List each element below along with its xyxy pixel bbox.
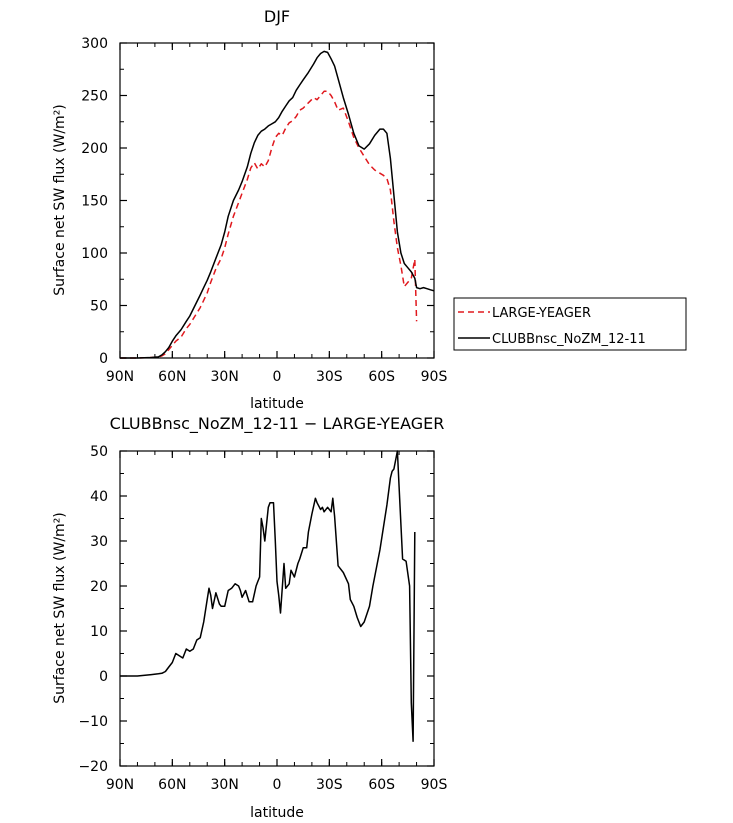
top-plot-frame <box>119 42 435 359</box>
y-tick-label: 0 <box>99 669 108 685</box>
top-ticks: 90N 60N 30N 0 30S 60S 90S 0 50 100 150 200 250 300 <box>81 36 447 385</box>
top-chart-title: DJF <box>264 7 290 26</box>
y-tick-label: −10 <box>78 714 108 730</box>
y-tick-label: 10 <box>90 624 108 640</box>
legend: LARGE-YEAGER CLUBBnsc_NoZM_12-11 <box>453 297 687 351</box>
x-tick-label: 30S <box>316 369 343 385</box>
y-tick-label: 0 <box>99 351 108 367</box>
bottom-series-layer <box>120 450 416 743</box>
top-series-layer <box>120 50 435 359</box>
x-tick-label: 60S <box>368 777 395 793</box>
bottom-panel: CLUBBnsc_NoZM_12-11 − LARGE-YEAGER 90N 60… <box>52 414 447 821</box>
series-line-1-0 <box>120 450 416 743</box>
legend-label-large-yeager: LARGE-YEAGER <box>492 306 591 321</box>
x-tick-label: 60S <box>368 369 395 385</box>
x-tick-label: 90N <box>106 369 134 385</box>
y-tick-label: 250 <box>81 89 108 105</box>
x-tick-label: 30S <box>316 777 343 793</box>
x-tick-label: 60N <box>158 777 186 793</box>
x-tick-label: 30N <box>211 777 239 793</box>
x-tick-label: 90N <box>106 777 134 793</box>
top-x-axis-label: latitude <box>250 396 304 412</box>
bottom-plot-frame <box>119 450 435 767</box>
y-tick-label: 20 <box>90 579 108 595</box>
legend-label-clubb: CLUBBnsc_NoZM_12-11 <box>492 332 646 347</box>
y-tick-label: 50 <box>90 299 108 315</box>
bottom-chart-title: CLUBBnsc_NoZM_12-11 − LARGE-YEAGER <box>110 414 445 434</box>
x-tick-label: 30N <box>211 369 239 385</box>
top-panel: DJF 90N 60N 30N 0 30S 60S 90S 0 50 100 150 200 250 30… <box>52 7 447 412</box>
y-tick-label: 100 <box>81 246 108 262</box>
y-tick-label: −20 <box>78 759 108 775</box>
top-y-axis-label: Surface net SW flux (W/m²) <box>52 104 68 296</box>
bottom-ticks: 90N 60N 30N 0 30S 60S 90S −20 −10 0 10 20 30 40 50 <box>78 444 447 793</box>
bottom-y-axis-label: Surface net SW flux (W/m²) <box>52 512 68 704</box>
x-tick-label: 60N <box>158 369 186 385</box>
series-line-0-0 <box>120 90 418 359</box>
x-tick-label: 0 <box>273 369 282 385</box>
y-tick-label: 50 <box>90 444 108 460</box>
y-tick-label: 40 <box>90 489 108 505</box>
y-tick-label: 200 <box>81 141 108 157</box>
y-tick-label: 150 <box>81 194 108 210</box>
y-tick-label: 30 <box>90 534 108 550</box>
x-tick-label: 90S <box>421 369 448 385</box>
x-tick-label: 90S <box>421 777 448 793</box>
series-line-0-1 <box>120 50 435 359</box>
y-tick-label: 300 <box>81 36 108 52</box>
legend-box <box>453 297 687 351</box>
x-tick-label: 0 <box>273 777 282 793</box>
bottom-x-axis-label: latitude <box>250 805 304 821</box>
